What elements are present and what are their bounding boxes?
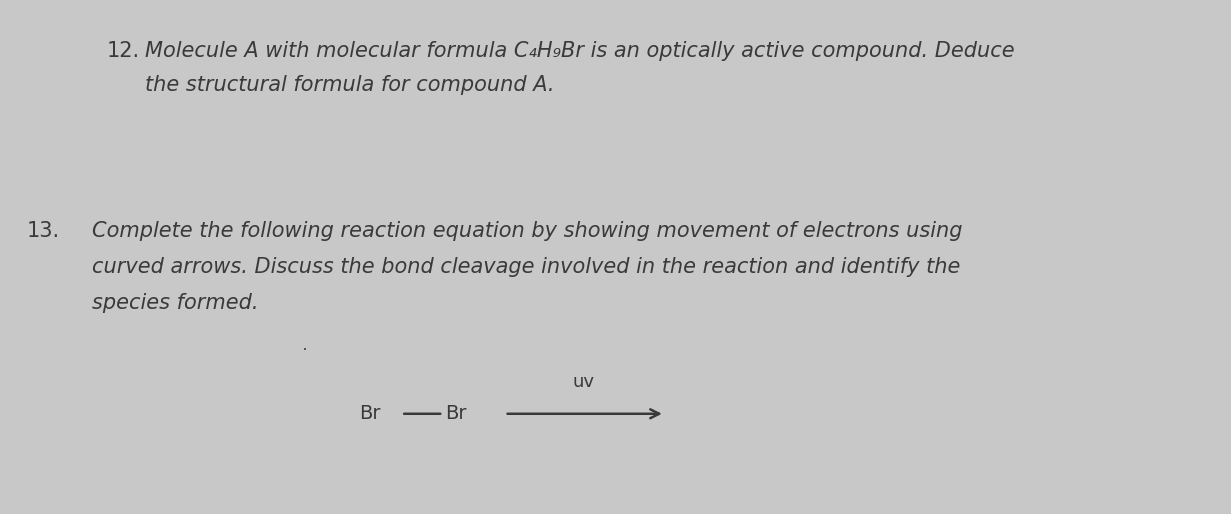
Text: Br: Br xyxy=(359,405,380,423)
Text: uv: uv xyxy=(572,373,595,391)
Text: the structural formula for compound A.: the structural formula for compound A. xyxy=(145,75,555,95)
Text: species formed.: species formed. xyxy=(92,293,259,313)
Text: •: • xyxy=(303,346,308,353)
Text: 13.: 13. xyxy=(27,221,60,241)
Text: Complete the following reaction equation by showing movement of electrons using: Complete the following reaction equation… xyxy=(92,221,963,241)
Text: Br: Br xyxy=(446,405,467,423)
Text: Molecule A with molecular formula C₄H₉Br is an optically active compound. Deduce: Molecule A with molecular formula C₄H₉Br… xyxy=(145,41,1014,61)
Text: 12.: 12. xyxy=(107,41,140,61)
Text: curved arrows. Discuss the bond cleavage involved in the reaction and identify t: curved arrows. Discuss the bond cleavage… xyxy=(92,257,960,277)
